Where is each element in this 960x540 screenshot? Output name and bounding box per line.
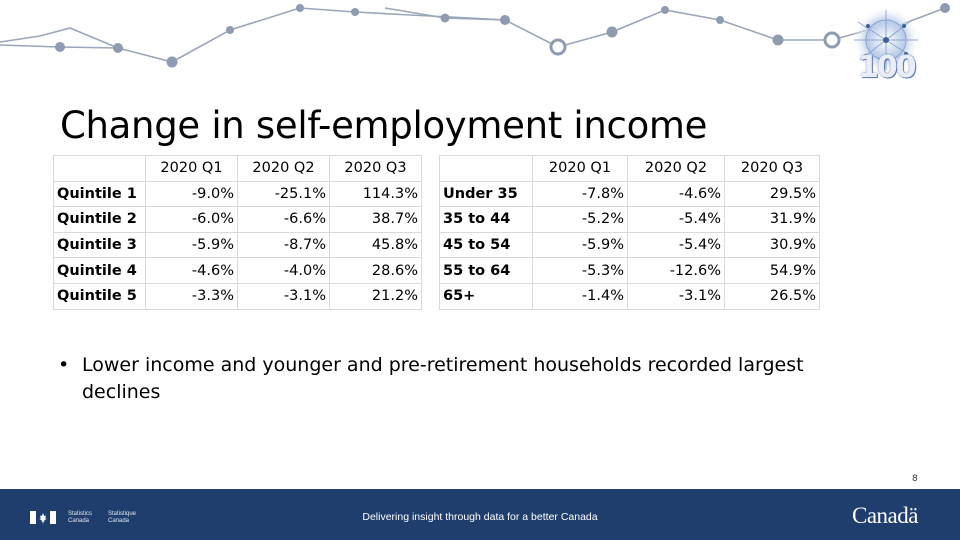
anniversary-number: 100 <box>858 50 915 85</box>
bullet-point: • Lower income and younger and pre-retir… <box>58 352 848 406</box>
table-cell: 28.6% <box>330 258 422 284</box>
table-row: 55 to 64 -5.3% -12.6% 54.9% <box>440 258 820 284</box>
table-cell: -4.0% <box>238 258 330 284</box>
table-header-row: 2020 Q1 2020 Q2 2020 Q3 <box>54 156 422 182</box>
bullet-text: Lower income and younger and pre-retirem… <box>58 352 848 406</box>
row-label: Quintile 4 <box>54 258 146 284</box>
slide-title: Change in self-employment income <box>60 104 707 147</box>
table-row: 45 to 54 -5.9% -5.4% 30.9% <box>440 232 820 258</box>
column-header: 2020 Q3 <box>725 156 820 182</box>
table-cell: 38.7% <box>330 207 422 233</box>
table-row: 35 to 44 -5.2% -5.4% 31.9% <box>440 207 820 233</box>
row-label: 55 to 64 <box>440 258 533 284</box>
footer-bar: Statistics Canada Statistique Canada Del… <box>0 489 960 540</box>
table-cell: 31.9% <box>725 207 820 233</box>
table-cell: 21.2% <box>330 283 422 309</box>
table-cell: 45.8% <box>330 232 422 258</box>
table-cell: -8.7% <box>238 232 330 258</box>
table-row: Quintile 3 -5.9% -8.7% 45.8% <box>54 232 422 258</box>
table-row: Quintile 5 -3.3% -3.1% 21.2% <box>54 283 422 309</box>
table-cell: -3.1% <box>238 283 330 309</box>
network-decoration <box>0 0 960 90</box>
income-quintile-table: 2020 Q1 2020 Q2 2020 Q3 Quintile 1 -9.0%… <box>53 155 422 310</box>
row-label: 65+ <box>440 283 533 309</box>
row-label: 45 to 54 <box>440 232 533 258</box>
column-header <box>54 156 146 182</box>
table-cell: -25.1% <box>238 181 330 207</box>
table-cell: -7.8% <box>533 181 628 207</box>
table-cell: 54.9% <box>725 258 820 284</box>
table-cell: -5.4% <box>628 232 725 258</box>
table-cell: -5.4% <box>628 207 725 233</box>
table-header-row: 2020 Q1 2020 Q2 2020 Q3 <box>440 156 820 182</box>
table-cell: -6.6% <box>238 207 330 233</box>
table-row: Under 35 -7.8% -4.6% 29.5% <box>440 181 820 207</box>
table-row: 65+ -1.4% -3.1% 26.5% <box>440 283 820 309</box>
anniversary-logo: 100 <box>838 2 958 88</box>
table-cell: -3.3% <box>146 283 238 309</box>
table-cell: -3.1% <box>628 283 725 309</box>
table-cell: -9.0% <box>146 181 238 207</box>
table-cell: -5.9% <box>146 232 238 258</box>
table-cell: 26.5% <box>725 283 820 309</box>
row-label: Under 35 <box>440 181 533 207</box>
column-header: 2020 Q2 <box>628 156 725 182</box>
table-row: Quintile 4 -4.6% -4.0% 28.6% <box>54 258 422 284</box>
age-group-table: 2020 Q1 2020 Q2 2020 Q3 Under 35 -7.8% -… <box>439 155 820 310</box>
table-cell: 30.9% <box>725 232 820 258</box>
table-cell: -5.9% <box>533 232 628 258</box>
row-label: Quintile 3 <box>54 232 146 258</box>
table-cell: -6.0% <box>146 207 238 233</box>
table-row: Quintile 2 -6.0% -6.6% 38.7% <box>54 207 422 233</box>
table-cell: -4.6% <box>146 258 238 284</box>
column-header <box>440 156 533 182</box>
bullet-icon: • <box>58 352 69 379</box>
row-label: Quintile 2 <box>54 207 146 233</box>
column-header: 2020 Q1 <box>533 156 628 182</box>
row-label: 35 to 44 <box>440 207 533 233</box>
table-cell: 114.3% <box>330 181 422 207</box>
table-cell: -4.6% <box>628 181 725 207</box>
table-cell: -1.4% <box>533 283 628 309</box>
column-header: 2020 Q1 <box>146 156 238 182</box>
column-header: 2020 Q2 <box>238 156 330 182</box>
column-header: 2020 Q3 <box>330 156 422 182</box>
page-number: 8 <box>912 474 918 484</box>
table-cell: 29.5% <box>725 181 820 207</box>
table-row: Quintile 1 -9.0% -25.1% 114.3% <box>54 181 422 207</box>
canada-wordmark: Canadä <box>852 503 918 529</box>
footer-tagline: Delivering insight through data for a be… <box>0 511 960 523</box>
table-cell: -5.2% <box>533 207 628 233</box>
row-label: Quintile 5 <box>54 283 146 309</box>
row-label: Quintile 1 <box>54 181 146 207</box>
table-cell: -12.6% <box>628 258 725 284</box>
table-cell: -5.3% <box>533 258 628 284</box>
